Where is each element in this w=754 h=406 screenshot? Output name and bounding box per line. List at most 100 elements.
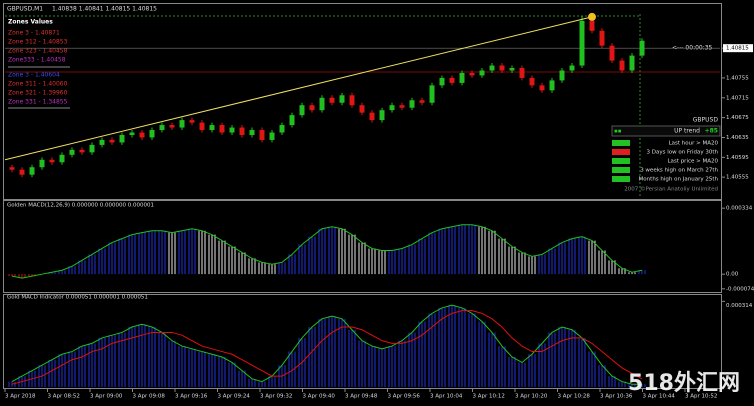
zone: Zone 321 - 1.39960	[8, 90, 68, 97]
candle-body	[589, 20, 595, 31]
signal: Last price > MA20	[667, 159, 718, 165]
signal-box	[612, 140, 630, 146]
candle-body	[539, 85, 545, 91]
candle-body	[199, 122, 205, 131]
signal: Months high on January 25th	[639, 177, 719, 183]
quote: 1.40838 1.40841 1.40815 1.40815	[52, 6, 157, 13]
signal: 3 Days low on Friday 30th	[646, 150, 718, 156]
candle-body	[279, 125, 285, 133]
candle-body	[9, 167, 15, 170]
zone: Zone 3 - 1.40604	[8, 72, 60, 79]
candle-body	[529, 77, 535, 86]
x-tick-label: 3 Apr 10:12	[473, 394, 505, 400]
x-tick-label: 3 Apr 10:28	[558, 394, 591, 400]
x-tick-label: 3 Apr 09:56	[388, 394, 421, 400]
candle-body	[309, 105, 315, 111]
candle-body	[169, 125, 175, 128]
x-tick-label: 3 Apr 10:44	[643, 394, 676, 400]
signal-line	[11, 304, 642, 385]
candle-body	[229, 127, 235, 133]
candle-body	[329, 97, 335, 103]
y-tick-label: 1.40755	[726, 75, 749, 81]
candle-body	[179, 120, 185, 128]
x-tick-label: 3 Apr 10:20	[515, 394, 548, 400]
candle-body	[209, 125, 215, 131]
signal: Last hour > MA20	[669, 141, 719, 147]
candle-body	[459, 72, 465, 83]
trend-row	[611, 125, 721, 137]
watermark: 518外汇网	[628, 370, 740, 396]
candle-body	[129, 132, 135, 135]
y-tick-label: 0.00	[726, 272, 739, 278]
info-panel: GBPUSD ▪▪ UP trend +85 Last hour > MA20 …	[611, 117, 721, 193]
candle-body	[69, 149, 75, 155]
candle-body	[339, 95, 345, 103]
y-tick-label: 1.40675	[726, 115, 749, 121]
candle-body	[59, 154, 65, 163]
x-tick-label: 3 Apr 09:16	[175, 394, 208, 400]
candle-body	[399, 105, 405, 108]
candle-body	[49, 159, 55, 163]
zone: Zone 3 - 1.40871	[8, 30, 60, 37]
signal-box	[612, 176, 630, 182]
candle-body	[259, 130, 265, 140]
y-tick-label: 0.000314	[726, 303, 753, 309]
candle-body	[389, 105, 395, 111]
x-tick-label: 3 Apr 2018	[5, 394, 36, 400]
candle-body	[119, 134, 125, 143]
zone: Zone 311 - 1.40060	[8, 81, 68, 88]
y-tick-label: 1.40815	[726, 46, 749, 52]
candle-body	[489, 65, 495, 71]
candle-body	[449, 77, 455, 83]
x-tick-label: 3 Apr 09:32	[260, 394, 292, 400]
candle-body	[469, 72, 475, 76]
candle-body	[159, 125, 165, 131]
candle-body	[429, 85, 435, 103]
frames	[3, 3, 722, 389]
candle-body	[479, 70, 485, 76]
candle-body	[379, 110, 385, 121]
x-tick-label: 3 Apr 10:04	[430, 394, 463, 400]
candle-body	[509, 68, 515, 71]
candle-body	[519, 68, 525, 78]
trend-anchor	[588, 12, 596, 21]
x-tick-label: 3 Apr 09:00	[90, 394, 123, 400]
trendline	[4, 16, 593, 161]
signal: 3 weeks high on March 27th	[640, 168, 718, 174]
zone: Zone 323 - 1.40458	[8, 48, 68, 55]
candle-body	[149, 130, 155, 138]
candle-body	[639, 40, 645, 56]
y-tick-label: 1.40715	[726, 95, 749, 101]
candle-body	[289, 115, 295, 126]
trend-dots: ▪▪	[614, 129, 622, 135]
x-tick-label: 3 Apr 09:24	[218, 394, 251, 400]
y-tick-label: -0.000074	[726, 286, 754, 292]
candle-body	[549, 80, 555, 91]
zone: Zone 312 - 1.40853	[8, 39, 68, 46]
candle-body	[249, 130, 255, 135]
candle-body	[319, 97, 325, 111]
candle-body	[269, 132, 275, 140]
candle-body	[629, 55, 635, 71]
candle-body	[189, 120, 195, 123]
x-tick-label: 3 Apr 09:40	[303, 394, 336, 400]
x-tick-label: 3 Apr 09:08	[133, 394, 166, 400]
y-tick-label: 1.40555	[726, 175, 749, 181]
candle-body	[219, 125, 225, 133]
x-tick-label: 3 Apr 10:52	[685, 394, 717, 400]
signal-line	[11, 310, 643, 385]
x-tick-label: 3 Apr 08:52	[48, 394, 80, 400]
candle-body	[619, 60, 625, 71]
candle-body	[239, 127, 245, 135]
copyright: 2007 ©Persian Anatoliy Unlimited	[624, 186, 718, 193]
candle-body	[79, 149, 85, 153]
y-tick-label: 0.000334	[726, 206, 753, 212]
signal-box	[612, 158, 630, 164]
candle-body	[99, 139, 105, 145]
candle-body	[559, 70, 565, 81]
candle-body	[359, 105, 365, 113]
signal-box	[612, 149, 630, 155]
x-tick-label: 3 Apr 09:48	[345, 394, 378, 400]
trend-strength: +85	[705, 128, 718, 135]
